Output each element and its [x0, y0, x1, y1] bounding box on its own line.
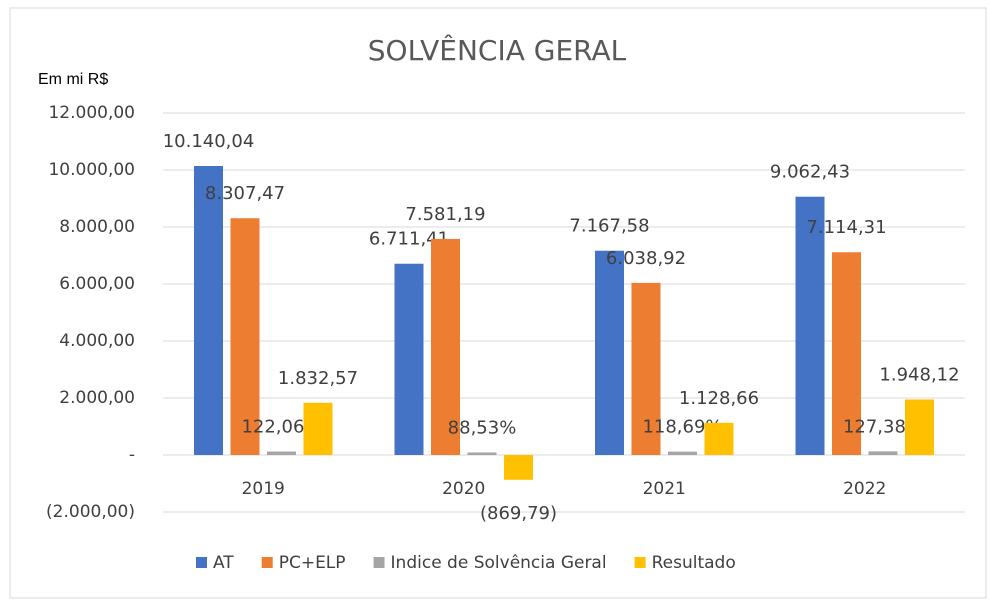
data-label: 1.948,12 [879, 364, 959, 385]
data-label: 122,06% [241, 417, 321, 438]
bar [795, 196, 825, 455]
legend-label: Resultado [652, 553, 736, 573]
y-tick-label: 2.000,00 [59, 388, 135, 408]
legend-swatch [634, 557, 646, 568]
legend-label: AT [213, 553, 234, 573]
bar [303, 402, 333, 455]
x-tick-label: 2022 [843, 479, 886, 499]
data-label: (869,79) [480, 503, 557, 524]
y-tick-label: 10.000,00 [48, 160, 135, 180]
bar [230, 218, 260, 455]
bar [267, 451, 296, 455]
y-tick-label: 12.000,00 [48, 103, 135, 123]
data-label: 8.307,47 [205, 183, 285, 204]
y-axis-label: Em mi R$ [38, 71, 108, 88]
bar [832, 252, 861, 455]
bar [394, 263, 424, 455]
legend-label: PC+ELP [279, 553, 346, 573]
bar [905, 399, 934, 455]
data-label: 7.167,58 [569, 216, 649, 237]
bar [631, 282, 661, 455]
bar [194, 166, 223, 456]
legend-swatch [261, 557, 273, 568]
x-tick-label: 2019 [242, 479, 285, 499]
legend-swatch [373, 557, 385, 568]
legend-label: Indice de Solvência Geral [391, 553, 607, 573]
bar [668, 451, 697, 455]
data-label: 118,69% [642, 417, 722, 438]
chart-title: SOLVÊNCIA GERAL [368, 33, 627, 67]
data-label: 6.711,41 [369, 229, 449, 250]
bar [504, 455, 533, 480]
x-tick-label: 2020 [442, 479, 485, 499]
bar [595, 250, 624, 455]
y-tick-label: (2.000,00) [46, 502, 135, 522]
data-label: 127,38% [843, 416, 923, 437]
y-tick-label: 8.000,00 [59, 217, 135, 237]
bar [868, 451, 898, 455]
bar [467, 452, 497, 455]
data-label: 88,53% [448, 417, 517, 438]
x-tick-label: 2021 [643, 479, 686, 499]
data-label: 7.114,31 [806, 217, 886, 238]
data-label: 6.038,92 [606, 248, 686, 269]
data-label: 7.581,19 [405, 204, 485, 225]
data-label: 1.832,57 [278, 368, 358, 389]
y-tick-label: - [129, 445, 135, 465]
data-label: 1.128,66 [679, 388, 759, 409]
data-label: 9.062,43 [770, 162, 850, 183]
data-label: 10.140,04 [163, 131, 255, 152]
y-tick-label: 4.000,00 [59, 331, 135, 351]
bar [704, 422, 734, 455]
legend-swatch [196, 557, 207, 568]
bar [431, 238, 460, 455]
y-tick-label: 6.000,00 [59, 274, 135, 294]
